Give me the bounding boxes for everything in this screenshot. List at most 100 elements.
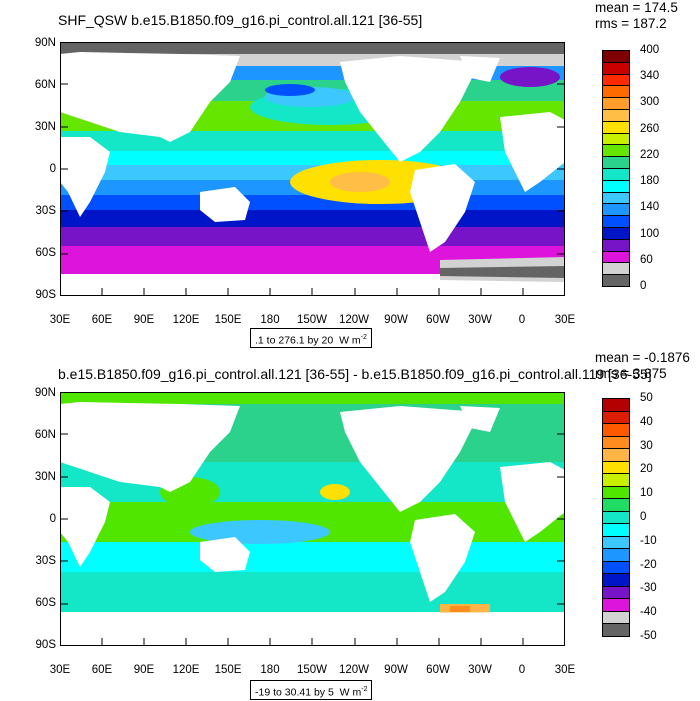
y-tick-label: 60N [34, 429, 56, 441]
colorbar-label: 180 [640, 175, 660, 188]
colorbar-segment [602, 423, 630, 437]
colorbar [602, 50, 630, 287]
rms-value: rms = 3.875 [595, 366, 667, 381]
colorbar-segment [602, 523, 630, 537]
x-tick-label: 30E [49, 664, 71, 676]
colorbar-segment [602, 398, 630, 412]
x-tick-label: 30W [468, 664, 492, 676]
panel-title: b.e15.B1850.f09_g16.pi_control.all.121 [… [58, 366, 652, 382]
contour-range-box: .1 to 276.1 by 20 W m-2 [250, 328, 372, 348]
x-tick-label: 120W [338, 664, 370, 676]
y-tick-label: 90N [34, 387, 56, 399]
colorbar-label: 10 [640, 487, 653, 500]
colorbar-label: 100 [640, 227, 660, 240]
x-tick-label: 90W [384, 314, 408, 326]
colorbar-label: 30 [640, 439, 653, 452]
x-tick-label: 90E [133, 314, 155, 326]
colorbar-segment [602, 585, 630, 600]
x-tick-label: 0 [518, 664, 526, 676]
colorbar-segment [602, 448, 630, 462]
x-tick-label: 180 [260, 314, 280, 326]
y-tick-label: 90S [35, 289, 56, 301]
units-exponent: -2 [361, 686, 368, 693]
units: W m [339, 334, 361, 347]
y-tick-label: 30S [35, 555, 56, 567]
colorbar [602, 398, 630, 637]
colorbar-label: 220 [640, 148, 660, 161]
y-tick-label: 90N [34, 37, 56, 49]
colorbar-label: 340 [640, 70, 660, 83]
colorbar-segment [602, 535, 630, 550]
units-exponent: -2 [360, 334, 367, 341]
colorbar-label: -30 [640, 582, 657, 595]
map-plot [60, 392, 565, 646]
y-tick-label: 0 [49, 163, 56, 175]
colorbar-label: 260 [640, 122, 660, 135]
panel-difference: b.e15.B1850.f09_g16.pi_control.all.121 [… [0, 350, 700, 700]
mean-value: mean = -0.1876 [595, 350, 690, 365]
colorbar-label: 60 [640, 253, 653, 266]
colorbar-segment [602, 573, 630, 587]
colorbar-segment [602, 510, 630, 525]
colorbar-label: 0 [640, 280, 647, 292]
x-tick-label: 150W [296, 314, 328, 326]
x-tick-label: 60W [426, 664, 450, 676]
contour-range: .1 to 276.1 by 20 [255, 334, 334, 347]
x-tick-label: 150E [214, 664, 242, 676]
colorbar-segment [602, 498, 630, 512]
colorbar-label: 40 [640, 415, 653, 428]
colorbar-segment [602, 623, 630, 637]
contour-range-box: -19 to 30.41 by 5 W m-2 [250, 680, 373, 700]
x-tick-label: 150W [296, 664, 328, 676]
x-tick-label: 30E [554, 664, 576, 676]
y-tick-label: 0 [49, 513, 56, 525]
colorbar-label: -50 [640, 630, 657, 642]
mean-value: mean = 174.5 [595, 0, 678, 15]
x-tick-label: 90E [133, 664, 155, 676]
colorbar-segment [602, 548, 630, 562]
x-tick-label: 120E [172, 664, 200, 676]
y-tick-label: 30S [35, 205, 56, 217]
x-tick-label: 60E [91, 314, 113, 326]
colorbar-segment [602, 274, 630, 287]
colorbar-label: 300 [640, 96, 660, 109]
y-tick-label: 60N [34, 79, 56, 91]
colorbar-segment [602, 435, 630, 450]
x-tick-label: 120E [172, 314, 200, 326]
panel-climatology: SHF_QSW b.e15.B1850.f09_g16.pi_control.a… [0, 0, 700, 350]
y-tick-label: 90S [35, 639, 56, 651]
x-tick-label: 120W [338, 314, 370, 326]
colorbar-label: 50 [640, 392, 653, 404]
units: W m [339, 686, 362, 699]
contour-range: -19 to 30.41 by 5 [255, 686, 334, 699]
colorbar-segment [602, 410, 630, 425]
y-tick-label: 30N [34, 471, 56, 483]
colorbar-segment [602, 485, 630, 500]
x-tick-label: 30E [49, 314, 71, 326]
colorbar-label: -40 [640, 606, 657, 619]
colorbar-label: 20 [640, 463, 653, 476]
x-tick-label: 60W [426, 314, 450, 326]
colorbar-label: 400 [640, 44, 660, 56]
map-plot [60, 42, 565, 296]
colorbar-label: 140 [640, 201, 660, 214]
x-tick-label: 0 [518, 314, 526, 326]
colorbar-segment [602, 473, 630, 487]
x-tick-label: 60E [91, 664, 113, 676]
colorbar-segment [602, 598, 630, 612]
x-tick-label: 180 [260, 664, 280, 676]
x-tick-label: 30W [468, 314, 492, 326]
colorbar-segment [602, 460, 630, 475]
y-tick-label: 60S [35, 597, 56, 609]
y-tick-label: 30N [34, 121, 56, 133]
colorbar-label: -20 [640, 558, 657, 571]
panel-title: SHF_QSW b.e15.B1850.f09_g16.pi_control.a… [58, 12, 423, 28]
x-tick-label: 30E [554, 314, 576, 326]
x-tick-label: 90W [384, 664, 408, 676]
y-tick-label: 60S [35, 247, 56, 259]
rms-value: rms = 187.2 [595, 16, 667, 31]
colorbar-segment [602, 610, 630, 625]
colorbar-label: -10 [640, 534, 657, 547]
x-tick-label: 150E [214, 314, 242, 326]
colorbar-segment [602, 560, 630, 575]
